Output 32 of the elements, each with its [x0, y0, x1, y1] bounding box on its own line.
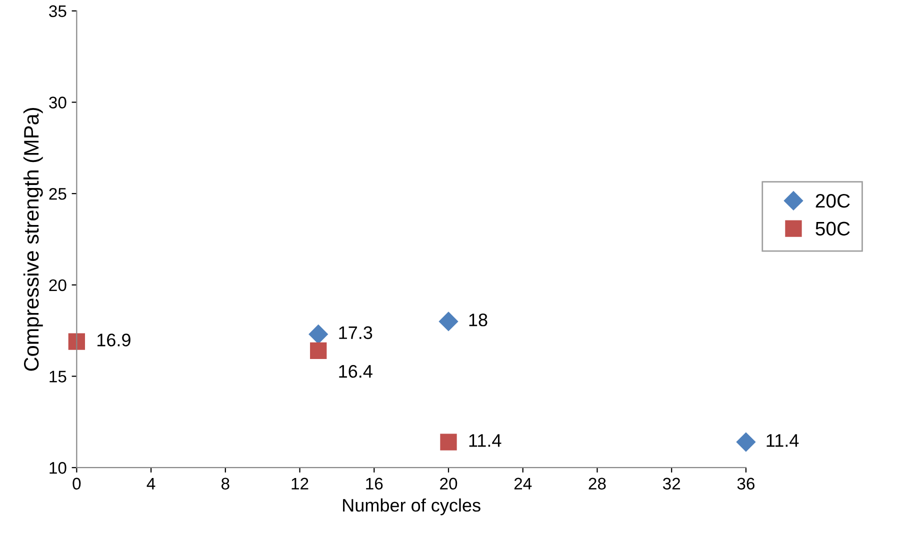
data-label: 11.4 [469, 434, 502, 447]
legend-label: 20C [816, 194, 850, 208]
x-tick-label: 8 [221, 478, 230, 490]
x-tick-label: 28 [588, 478, 606, 490]
point [440, 434, 457, 450]
y-tick-label: 25 [49, 188, 66, 200]
x-tick-label: 4 [146, 478, 156, 490]
y-tick-label: 30 [49, 96, 66, 108]
data-label: 17.3 [339, 326, 372, 340]
y-tick-label: 35 [49, 5, 66, 18]
x-axis-title: Number of cycles [343, 498, 480, 516]
y-axis-title: Compressive strength (MPa) [23, 108, 43, 371]
point [308, 324, 328, 344]
data-label: 18 [469, 314, 488, 326]
point [438, 312, 458, 331]
point [68, 333, 86, 350]
y-tick-label: 20 [49, 279, 66, 292]
legend-label: 50C [816, 222, 850, 236]
x-tick-label: 20 [440, 478, 458, 490]
data-label: 16.4 [339, 364, 372, 378]
x-tick-label: 32 [662, 478, 680, 490]
x-tick-label: 16 [366, 478, 383, 490]
point [310, 342, 327, 360]
x-tick-label: 36 [737, 478, 754, 490]
data-label: 11.4 [766, 434, 799, 447]
y-tick-label: 15 [50, 370, 66, 382]
y-tick-label: 10 [50, 462, 66, 474]
data-label: 16.9 [97, 334, 130, 346]
x-tick-label: 24 [514, 478, 532, 490]
x-tick-label: 12 [292, 478, 308, 490]
point [736, 432, 756, 452]
x-tick-label: 0 [72, 478, 81, 490]
